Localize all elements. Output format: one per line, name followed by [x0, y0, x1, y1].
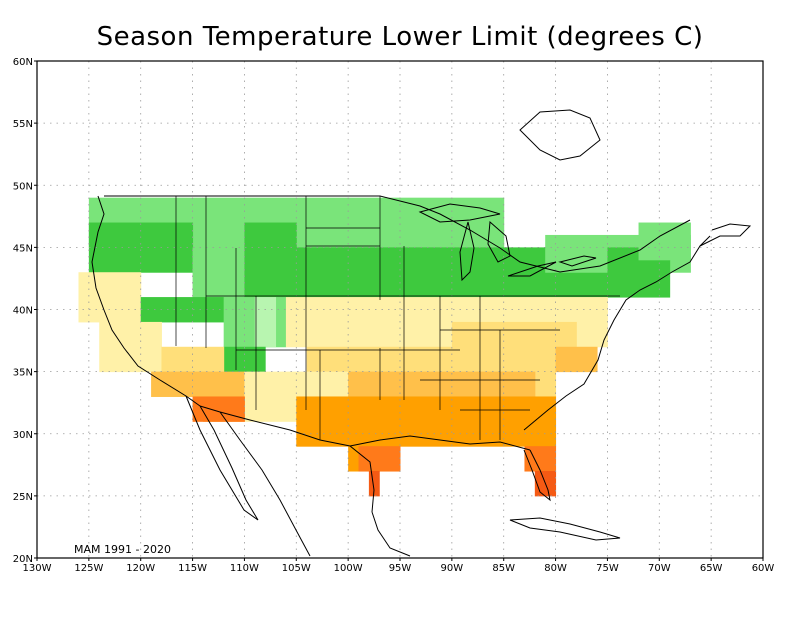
- lat-tick-label: 50N: [13, 181, 33, 192]
- temperature-cell: [296, 396, 557, 447]
- lon-tick-label: 130W: [23, 563, 52, 574]
- lake-erie: [507, 261, 557, 277]
- lat-tick-label: 60N: [13, 57, 33, 68]
- gulf-north-coast: [349, 435, 531, 451]
- period-label: MAM 1991 - 2020: [74, 543, 171, 556]
- lat-tick-label: 35N: [13, 368, 33, 379]
- temperature-cell: [368, 471, 380, 497]
- temperature-cell: [244, 222, 297, 298]
- temperature-cell: [555, 346, 598, 373]
- temperature-cell: [400, 247, 505, 298]
- temperature-cell: [358, 446, 401, 472]
- lat-tick-label: 20N: [13, 554, 33, 565]
- temperature-cell: [285, 297, 401, 348]
- map-title: Season Temperature Lower Limit (degrees …: [96, 22, 704, 52]
- temperature-cell: [99, 321, 162, 373]
- temperature-cell: [140, 297, 225, 323]
- temperature-cell: [254, 297, 277, 348]
- baja: [185, 395, 259, 521]
- temperature-cell: [400, 197, 505, 248]
- florida: [523, 449, 551, 502]
- lat-tick-label: 40N: [13, 306, 33, 317]
- lon-tick-label: 105W: [282, 563, 311, 574]
- cuba: [509, 517, 621, 541]
- lon-tick-label: 110W: [230, 563, 259, 574]
- temperature-cell: [78, 272, 142, 323]
- lat-tick-label: 30N: [13, 430, 33, 441]
- hudson-bay: [519, 109, 601, 161]
- lake-superior: [418, 203, 501, 223]
- temperature-cell: [151, 371, 204, 397]
- lat-tick-label: 25N: [13, 492, 33, 503]
- lon-tick-label: 95W: [389, 563, 412, 574]
- grid-lines: [37, 61, 763, 558]
- temperature-cell: [223, 346, 266, 373]
- west-coast: [91, 195, 201, 407]
- lon-tick-label: 70W: [648, 563, 671, 574]
- lake-michigan: [459, 221, 475, 282]
- lon-tick-label: 75W: [596, 563, 619, 574]
- temperature-cell: [638, 222, 691, 261]
- temperature-cell: [192, 396, 245, 422]
- lon-tick-label: 65W: [700, 563, 723, 574]
- axis-ticks: 130W 125W 120W 115W 110W 105W 100W 95W 90W 85W 80W…: [13, 57, 775, 574]
- lon-tick-label: 100W: [334, 563, 363, 574]
- temperature-cell: [451, 321, 577, 348]
- lon-tick-label: 80W: [544, 563, 567, 574]
- temperature-cell: [161, 346, 225, 373]
- lat-tick-label: 55N: [13, 119, 33, 130]
- coastlines-and-borders: [91, 109, 752, 557]
- state-lines: [175, 196, 620, 440]
- lake-ontario: [558, 255, 597, 267]
- lon-tick-label: 90W: [441, 563, 464, 574]
- temperature-cell: [306, 346, 401, 373]
- lon-tick-label: 120W: [126, 563, 155, 574]
- lat-tick-label: 45N: [13, 243, 33, 254]
- nova-scotia: [699, 223, 752, 247]
- temperature-cell: [296, 247, 401, 298]
- lake-huron: [487, 220, 511, 263]
- east-coast: [523, 235, 711, 431]
- mexico-east: [371, 511, 411, 557]
- lon-tick-label: 85W: [492, 563, 515, 574]
- lon-tick-label: 60W: [752, 563, 775, 574]
- mexico-mainland: [219, 411, 311, 557]
- temperature-cells: [78, 197, 691, 497]
- lon-tick-label: 125W: [74, 563, 103, 574]
- lon-tick-label: 115W: [178, 563, 207, 574]
